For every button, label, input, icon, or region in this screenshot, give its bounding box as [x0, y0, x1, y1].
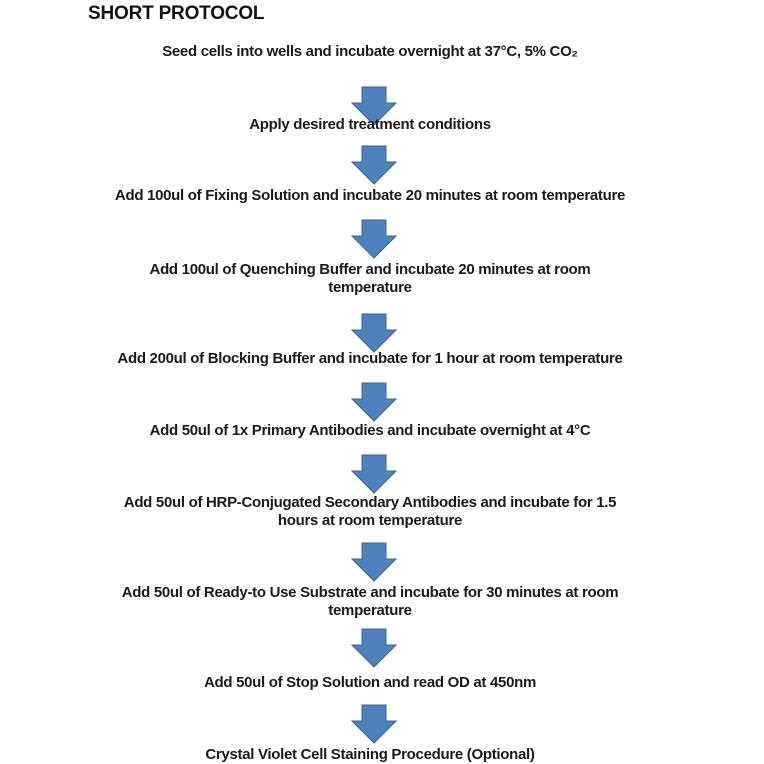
protocol-step: Add 50ul of HRP-Conjugated Secondary Ant… [60, 494, 680, 530]
down-arrow-icon [351, 454, 397, 494]
arrow-shape [351, 628, 397, 668]
step-text-line: temperature [328, 279, 412, 296]
arrow-shape [351, 86, 397, 126]
protocol-step: Add 50ul of 1x Primary Antibodies and in… [60, 422, 680, 440]
protocol-step: Apply desired treatment conditions [60, 116, 680, 134]
protocol-step: Add 100ul of Quenching Buffer and incuba… [60, 261, 680, 297]
step-text-line: Add 100ul of Quenching Buffer and incuba… [149, 261, 591, 278]
down-arrow-icon [351, 628, 397, 668]
protocol-step: Add 100ul of Fixing Solution and incubat… [60, 187, 680, 205]
step-text-line: Crystal Violet Cell Staining Procedure (… [205, 746, 535, 763]
step-text-line: Add 200ul of Blocking Buffer and incubat… [117, 350, 623, 367]
step-text-line: Add 50ul of Stop Solution and read OD at… [203, 674, 537, 691]
down-arrow-icon [351, 313, 397, 353]
down-arrow-icon [351, 145, 397, 185]
step-text-line: Add 50ul of HRP-Conjugated Secondary Ant… [123, 494, 617, 511]
arrow-shape [351, 454, 397, 494]
protocol-step: Crystal Violet Cell Staining Procedure (… [60, 746, 680, 764]
arrow-shape [351, 382, 397, 422]
down-arrow-icon [351, 542, 397, 582]
protocol-step: Add 50ul of Stop Solution and read OD at… [60, 674, 680, 692]
arrow-shape [351, 145, 397, 185]
step-text-line: Apply desired treatment conditions [249, 116, 491, 133]
arrow-shape [351, 219, 397, 259]
protocol-step: Seed cells into wells and incubate overn… [60, 43, 680, 61]
down-arrow-icon [351, 704, 397, 744]
step-text-line: temperature [328, 602, 412, 619]
down-arrow-icon [351, 382, 397, 422]
arrow-shape [351, 313, 397, 353]
protocol-title: SHORT PROTOCOL [88, 3, 265, 24]
step-text-line: Add 50ul of Ready-to Use Substrate and i… [121, 584, 619, 601]
step-text-line: Add 50ul of 1x Primary Antibodies and in… [149, 422, 591, 439]
arrow-shape [351, 542, 397, 582]
protocol-step: Add 200ul of Blocking Buffer and incubat… [60, 350, 680, 368]
protocol-step: Add 50ul of Ready-to Use Substrate and i… [60, 584, 680, 620]
down-arrow-icon [351, 86, 397, 126]
step-text-line: hours at room temperature [277, 512, 463, 529]
arrow-shape [351, 704, 397, 744]
step-text-line: Add 100ul of Fixing Solution and incubat… [114, 187, 626, 204]
step-text-line: Seed cells into wells and incubate overn… [162, 43, 578, 60]
down-arrow-icon [351, 219, 397, 259]
